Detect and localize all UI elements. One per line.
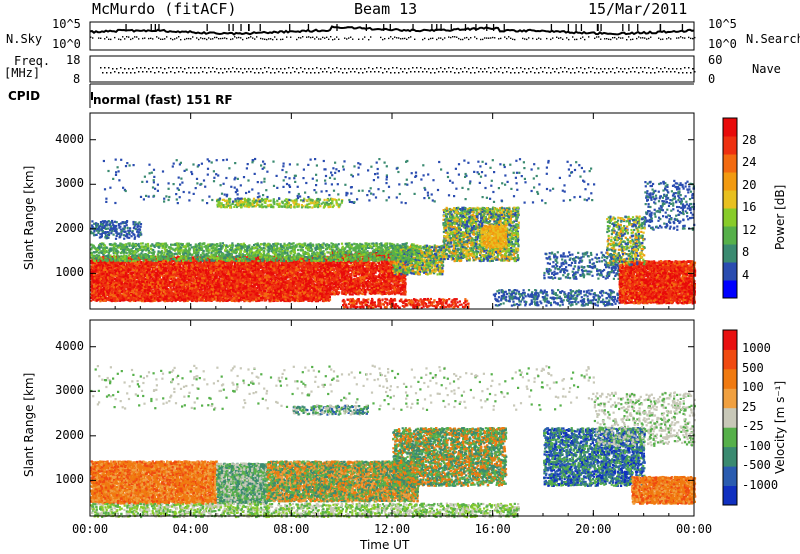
y-tick-label: 4000: [55, 339, 84, 353]
power-colorbar-label: Power [dB]: [773, 185, 787, 250]
x-tick-label: 00:00: [676, 522, 712, 536]
freq-label-2: [MHz]: [4, 66, 40, 80]
y-tick-label: 3000: [55, 176, 84, 190]
date-title: 15/Mar/2011: [588, 0, 687, 18]
freq-nave-traces: [100, 67, 696, 74]
power-colorbar: [722, 117, 738, 299]
nave-label: Nave: [752, 62, 781, 76]
power-ylabel: Slant Range [km]: [22, 166, 36, 270]
velocity-heatmap: [90, 364, 697, 519]
y-tick-label: 4000: [55, 132, 84, 146]
freq-label-1: Freq.: [14, 54, 50, 68]
beam-title: Beam 13: [354, 0, 417, 18]
y-tick-label: 1000: [55, 472, 84, 486]
velocity-colorbar-tick: 100: [742, 380, 764, 394]
n-sky-label: N.Sky: [6, 32, 42, 46]
power-colorbar-tick: 4: [742, 268, 749, 282]
velocity-ylabel: Slant Range [km]: [22, 373, 36, 477]
n-search-tick-top: 10^5: [708, 17, 737, 31]
y-tick-label: 3000: [55, 383, 84, 397]
power-colorbar-tick: 8: [742, 245, 749, 259]
cpid-label: CPID: [8, 89, 40, 103]
power-heatmap: [90, 157, 697, 309]
freq-nave-panel-frame: [89, 55, 695, 83]
cpid-mode: normal (fast) 151 RF: [93, 93, 233, 107]
x-tick-label: 12:00: [374, 522, 410, 536]
velocity-colorbar-tick: -500: [742, 458, 771, 472]
velocity-colorbar: [722, 329, 738, 506]
velocity-colorbar-tick: -1000: [742, 478, 778, 492]
x-tick-label: 16:00: [475, 522, 511, 536]
velocity-colorbar-tick: 25: [742, 400, 756, 414]
x-tick-label: 20:00: [575, 522, 611, 536]
x-axis-label: Time UT: [360, 538, 409, 552]
velocity-axis: [89, 320, 695, 516]
freq-tick-bottom: 8: [73, 72, 80, 86]
velocity-colorbar-tick: -25: [742, 419, 764, 433]
y-tick-label: 2000: [55, 428, 84, 442]
velocity-colorbar-label: Velocity [m s⁻¹]: [773, 381, 787, 474]
power-colorbar-tick: 12: [742, 223, 756, 237]
n-search-label: N.Search: [746, 32, 800, 46]
velocity-colorbar-tick: 1000: [742, 341, 771, 355]
freq-tick-top: 18: [66, 53, 80, 67]
n-sky-n-search-traces: [89, 24, 696, 41]
velocity-colorbar-tick: 500: [742, 361, 764, 375]
nave-tick-top: 60: [708, 53, 722, 67]
n-search-tick-bottom: 10^0: [708, 37, 737, 51]
n-sky-tick-top: 10^5: [52, 17, 81, 31]
y-tick-label: 1000: [55, 265, 84, 279]
station-title: McMurdo (fitACF): [92, 0, 237, 18]
velocity-colorbar-tick: -100: [742, 439, 771, 453]
power-axis: [89, 113, 695, 309]
x-tick-label: 08:00: [273, 522, 309, 536]
power-colorbar-tick: 16: [742, 200, 756, 214]
x-tick-label: 04:00: [173, 522, 209, 536]
power-colorbar-tick: 28: [742, 133, 756, 147]
x-tick-label: 00:00: [72, 522, 108, 536]
n-sky-tick-bottom: 10^0: [52, 37, 81, 51]
power-colorbar-tick: 24: [742, 155, 756, 169]
y-tick-label: 2000: [55, 221, 84, 235]
power-colorbar-tick: 20: [742, 178, 756, 192]
nave-tick-bottom: 0: [708, 72, 715, 86]
n-sky-panel-frame: [89, 21, 695, 51]
